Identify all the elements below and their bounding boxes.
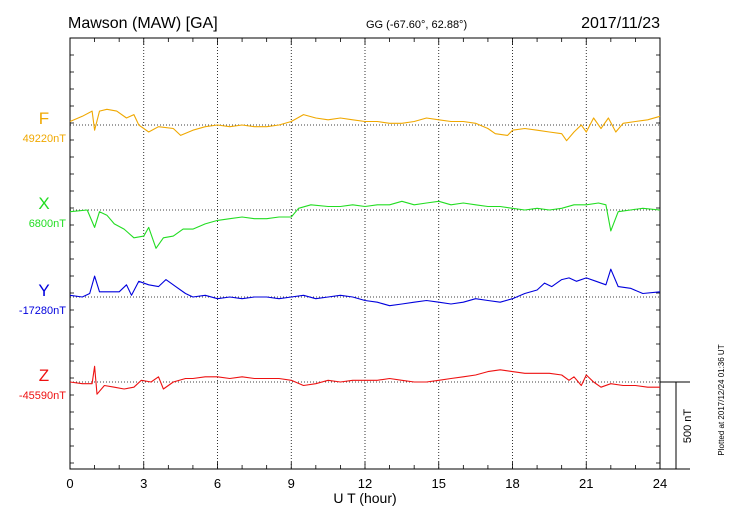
date-label: 2017/11/23: [581, 15, 660, 32]
x-tick-label: 21: [579, 476, 593, 491]
series-baseline-f: 49220nT: [23, 133, 67, 145]
series-name-z: Z: [39, 366, 49, 385]
plotted-note: Plotted at 2017/12/24 01:36 UT: [717, 344, 726, 455]
series-group: [69, 108, 661, 395]
series-line-f: [69, 108, 661, 142]
x-tick-label: 0: [66, 476, 73, 491]
station-title: Mawson (MAW) [GA]: [68, 15, 218, 32]
series-baseline-y: -17280nT: [19, 305, 66, 317]
grid: [70, 37, 660, 469]
scale-bar-label: 500 nT: [682, 409, 694, 444]
x-tick-label: 12: [358, 476, 372, 491]
x-tick-label: 6: [214, 476, 221, 491]
series-baseline-z: -45590nT: [19, 390, 66, 402]
series-baseline-x: 6800nT: [29, 218, 67, 230]
series-name-y: Y: [38, 281, 49, 300]
x-axis-label: U T (hour): [333, 490, 396, 506]
series-line-y: [69, 268, 661, 307]
coords-label: GG (-67.60°, 62.88°): [366, 19, 467, 31]
series-name-x: X: [38, 194, 49, 213]
scale-bar: 500 nT: [660, 381, 694, 470]
series-line-z: [69, 365, 660, 395]
series-name-f: F: [39, 109, 49, 128]
x-tick-label: 9: [288, 476, 295, 491]
x-tick-label: 24: [653, 476, 667, 491]
x-axis: 0 3 6 9 12 15 18 21 24: [66, 38, 667, 491]
x-tick-label: 18: [505, 476, 519, 491]
x-tick-label: 3: [140, 476, 147, 491]
x-tick-label: 15: [432, 476, 446, 491]
series-labels: F 49220nT X 6800nT Y -17280nT Z -45590nT: [19, 109, 66, 402]
series-line-x: [69, 200, 661, 249]
